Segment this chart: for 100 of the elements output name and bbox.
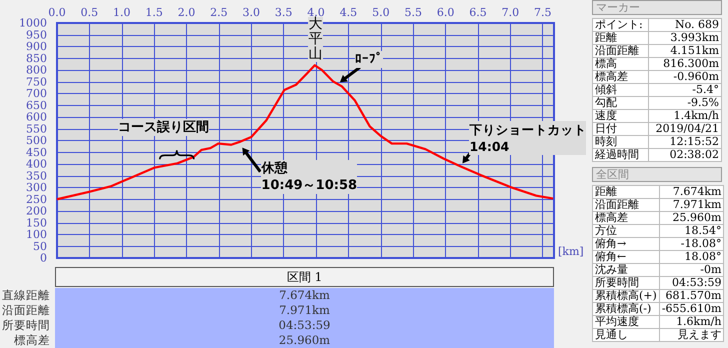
text: 時刻	[592, 135, 649, 148]
x-tick-label: 1.0	[113, 6, 131, 19]
x-tick-label: 2.5	[210, 6, 228, 19]
text: -655.610m	[659, 302, 724, 316]
text: 方位	[592, 224, 660, 238]
y-tick-label: 850	[26, 52, 47, 65]
x-tick-label: 3.5	[274, 6, 292, 19]
annotation: ﾛｰﾌﾟ	[354, 51, 383, 68]
text: 25.960m	[659, 211, 724, 224]
text: 7.971km	[659, 198, 724, 212]
annotation: 休憩 10:49～10:58	[261, 160, 358, 194]
text: 速度	[592, 109, 649, 122]
x-axis-title: [km]	[558, 245, 584, 258]
text: 標高	[592, 57, 649, 70]
text: -0.960m	[648, 70, 722, 84]
y-tick-label: 350	[26, 169, 47, 182]
text: 3.993km	[648, 31, 722, 44]
text: 沿面距離	[1, 303, 50, 318]
text: 累積標高(+)	[592, 289, 660, 302]
text: 1.6km/h	[659, 315, 724, 328]
y-tick-label: 950	[26, 28, 47, 42]
text: No. 689	[648, 18, 722, 32]
text: 平均速度	[592, 315, 660, 328]
x-tick-label: 0.0	[48, 6, 66, 19]
y-tick-label: 0	[40, 252, 47, 264]
text: 沿面距離	[592, 44, 649, 58]
text: 勾配	[592, 96, 649, 110]
text: 4.151km	[648, 44, 722, 58]
text: 04:53:59	[55, 318, 554, 333]
text: 見えます	[659, 328, 724, 342]
text: 全区間	[592, 167, 722, 182]
text: 1.4km/h	[648, 109, 722, 122]
y-tick-label: 750	[26, 75, 47, 88]
y-tick-label: 200	[26, 204, 47, 218]
y-tick-label: 300	[26, 181, 47, 194]
text: 所要時間	[592, 276, 660, 290]
text: 累積標高(-)	[592, 302, 660, 316]
y-tick-label: 900	[26, 40, 47, 53]
y-tick-label: 50	[33, 240, 47, 253]
x-tick-label: 6.5	[469, 6, 487, 19]
x-tick-label: 0.5	[80, 6, 98, 19]
y-tick-label: 400	[26, 158, 47, 170]
text: 標高差	[592, 70, 649, 84]
text: 2019/04/21	[648, 122, 722, 136]
text: 04:53:59	[659, 276, 724, 290]
text: 区間 1	[55, 267, 554, 287]
y-tick-label: 600	[26, 110, 47, 124]
x-tick-label: 7.0	[502, 6, 520, 19]
text: 直線距離	[1, 288, 50, 303]
text: 傾斜	[592, 83, 649, 96]
text: 俯角←	[592, 250, 660, 264]
x-tick-label: 7.5	[534, 6, 552, 19]
text: 標高差	[13, 333, 50, 348]
x-tick-label: 1.5	[145, 6, 163, 19]
x-tick-label: 6.0	[436, 6, 454, 19]
text: 沈み量	[592, 263, 660, 276]
text: 7.674km	[659, 185, 724, 198]
text: 俯角→	[592, 237, 660, 250]
text: 距離	[592, 31, 649, 44]
y-tick-label: 450	[26, 146, 47, 159]
text: 18.54°	[659, 224, 724, 238]
text: 沿面距離	[592, 198, 660, 212]
text: 経過時間	[592, 148, 649, 162]
text: 7.971km	[55, 303, 554, 318]
text: 816.300m	[648, 57, 722, 70]
text: 所要時間	[1, 318, 50, 333]
x-tick-label: 5.5	[404, 6, 422, 19]
y-tick-label: 250	[26, 192, 47, 206]
y-tick-label: 500	[26, 134, 47, 147]
y-tick-label: 700	[26, 87, 47, 100]
text: ポイント:	[592, 18, 649, 32]
y-tick-label: 1000	[19, 16, 47, 30]
text: 日付	[592, 122, 649, 136]
y-tick-label: 550	[26, 122, 47, 136]
annotation: 下りショートカット 14:04	[469, 121, 586, 156]
x-tick-label: 4.0	[307, 6, 325, 19]
text: 681.570m	[659, 289, 724, 302]
y-tick-label: 150	[26, 216, 47, 230]
text: 標高差	[592, 211, 660, 224]
text: 25.960m	[55, 333, 554, 348]
x-tick-label: 5.0	[372, 6, 390, 19]
text: -5.4°	[648, 83, 722, 96]
text: 7.674km	[55, 288, 554, 303]
text: 見通し	[592, 328, 660, 342]
text: 12:15:52	[648, 135, 722, 148]
text: マーカー	[592, 0, 722, 15]
text: -0m	[659, 263, 724, 276]
x-tick-label: 2.0	[178, 6, 196, 19]
text: 距離	[592, 185, 660, 198]
y-tick-label: 800	[26, 64, 47, 76]
text: -9.5%	[648, 96, 722, 110]
text: 02:38:02	[648, 148, 722, 162]
y-tick-label: 100	[26, 228, 47, 241]
text: 18.08°	[659, 250, 724, 264]
y-tick-label: 650	[26, 98, 47, 112]
x-tick-label: 3.0	[242, 6, 260, 19]
text: -18.08°	[659, 237, 724, 250]
annotation: 大平山	[308, 16, 323, 62]
annotation: コース誤り区間	[118, 119, 209, 136]
x-tick-label: 4.5	[340, 6, 358, 19]
